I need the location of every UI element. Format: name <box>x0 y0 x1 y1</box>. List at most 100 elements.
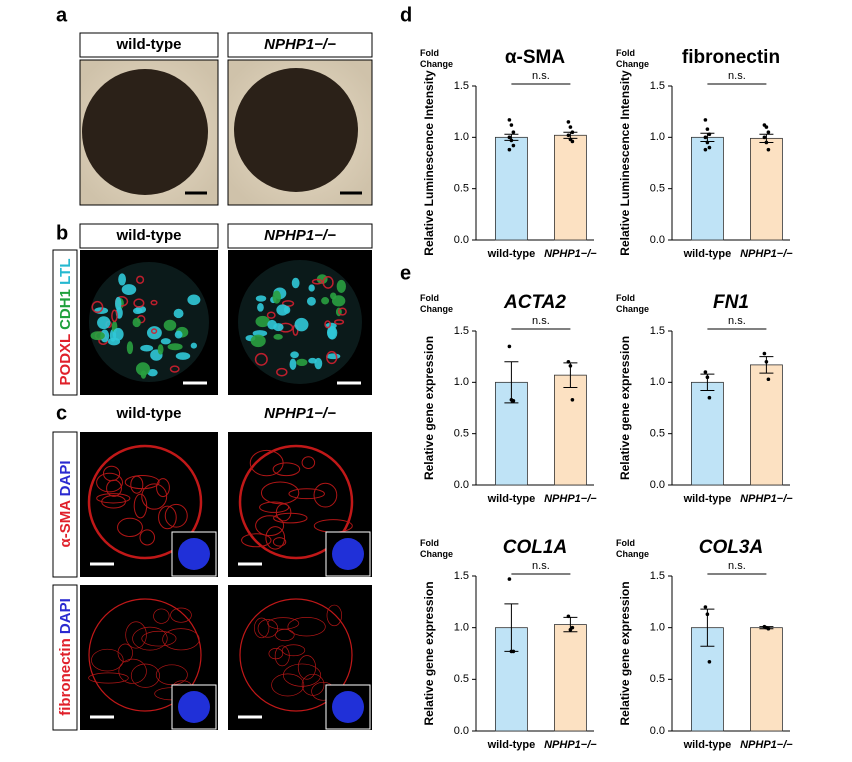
fiber <box>132 626 168 651</box>
y-tick-label: 1.5 <box>454 80 469 92</box>
fiber <box>259 501 290 513</box>
data-point <box>507 344 512 349</box>
stain: DAPI <box>57 460 74 496</box>
fiber <box>272 537 287 547</box>
fiber <box>88 672 129 684</box>
unit-box: Fold Change <box>420 48 453 69</box>
data-point <box>766 147 771 152</box>
unit-box: Fold Change <box>616 48 650 69</box>
y-tick-label: 1.0 <box>650 376 665 388</box>
bar <box>691 381 724 486</box>
chart-title: ACTA2 <box>503 292 566 313</box>
y-axis-label: Relative Luminescence Intensity <box>422 70 436 256</box>
y-tick-label: 1.0 <box>650 622 665 634</box>
data-point <box>705 140 710 145</box>
inset-nuclei <box>178 538 210 570</box>
fiber <box>141 483 168 510</box>
cell <box>331 295 346 307</box>
cell <box>289 358 297 370</box>
stain: CDH1 <box>57 289 74 330</box>
fiber <box>255 515 285 537</box>
cell <box>167 343 183 351</box>
panel-label: b <box>56 222 68 244</box>
data-point <box>566 133 571 138</box>
cell <box>326 353 341 360</box>
label-box <box>79 32 219 58</box>
cell <box>273 334 283 340</box>
cell <box>272 290 281 304</box>
cell <box>321 297 330 305</box>
x-tick-label: NPHP1−/− <box>544 493 597 505</box>
organoid <box>89 262 209 382</box>
stain-label: α-SMA DAPI <box>57 460 74 547</box>
cell <box>254 352 268 366</box>
panel-label: c <box>56 402 67 424</box>
cell <box>140 344 154 352</box>
data-point <box>568 364 573 368</box>
inset-nuclei <box>332 691 364 723</box>
y-axis-label: Relative Luminescence Intensity <box>618 70 632 256</box>
fiber <box>164 503 188 528</box>
data-point <box>566 120 571 124</box>
data-point <box>509 123 514 127</box>
charts: 0.0 0.5 1.0 1.5 Relative Luminescence Intens… <box>420 47 793 751</box>
data-point <box>507 118 512 122</box>
data-point <box>507 135 512 140</box>
column-label: wild-type <box>115 227 181 244</box>
x-tick-label: NPHP1−/− <box>740 248 793 260</box>
organoid <box>239 598 353 712</box>
data-point <box>570 625 575 630</box>
column-label: NPHP1−/− <box>264 36 336 53</box>
cell <box>334 319 345 325</box>
unit-label: Fold Change <box>420 293 454 314</box>
error-bar <box>759 356 774 374</box>
organoid <box>87 444 203 560</box>
cell <box>276 304 289 316</box>
cell <box>132 317 141 328</box>
x-tick-label: wild-type <box>683 493 732 505</box>
data-point <box>703 147 708 152</box>
cell <box>140 370 147 379</box>
bar <box>750 137 783 241</box>
cell <box>163 319 177 331</box>
cell <box>174 330 183 339</box>
fiber <box>267 617 300 630</box>
fiber <box>91 648 124 672</box>
fiber <box>141 630 177 647</box>
y-tick-label: 1.5 <box>454 325 469 337</box>
y-tick-label: 1.5 <box>650 325 665 337</box>
data-point <box>507 147 512 152</box>
annotation: n.s. <box>532 70 550 82</box>
cell <box>266 311 276 319</box>
cell <box>118 273 126 286</box>
cell <box>322 276 334 289</box>
annotation: n.s. <box>728 70 746 82</box>
data-point <box>511 649 516 654</box>
x-tick-label: NPHP1−/− <box>544 739 597 751</box>
y-axis-label: Relative gene expression <box>422 581 436 725</box>
data-point <box>764 140 769 145</box>
data-point <box>705 375 710 380</box>
cell <box>150 299 158 306</box>
bar <box>494 136 528 241</box>
data-point <box>511 130 516 134</box>
unit-label: Fold Change <box>616 48 650 69</box>
cell <box>336 279 346 293</box>
y-tick-label: 0.5 <box>454 428 469 440</box>
data-point <box>707 659 712 664</box>
data-point <box>766 377 771 382</box>
x-tick-label: wild-type <box>487 493 536 505</box>
fiber <box>249 449 284 477</box>
fiber <box>287 617 326 637</box>
cell <box>91 300 104 314</box>
cell <box>314 357 323 370</box>
fiber <box>130 663 160 688</box>
chart-title: COL1A <box>503 537 567 558</box>
fiber <box>301 673 325 696</box>
x-tick-label: NPHP1−/− <box>544 248 597 260</box>
label-box <box>52 584 78 731</box>
data-point <box>509 138 514 143</box>
cells <box>89 260 362 384</box>
data-point <box>764 125 769 129</box>
data-point <box>511 399 516 403</box>
